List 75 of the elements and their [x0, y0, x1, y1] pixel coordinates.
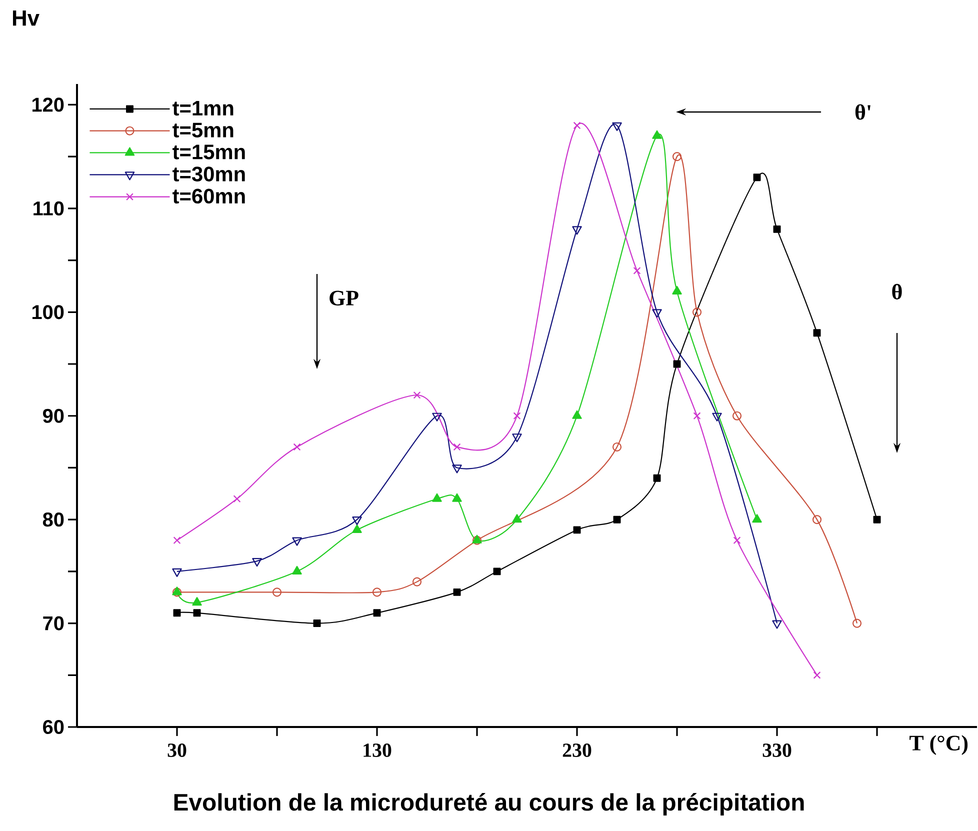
point: [453, 588, 461, 596]
point: [752, 514, 762, 523]
point: [233, 495, 241, 503]
point: [652, 309, 662, 318]
annotation: GP: [330, 290, 358, 306]
point: [192, 597, 202, 606]
point: [173, 536, 181, 544]
x-axis-title: T (°C): [910, 735, 968, 755]
y-tick-label: 120: [32, 98, 64, 112]
point: [252, 558, 262, 567]
x-tick-label: 330: [762, 744, 792, 757]
point: [572, 410, 582, 419]
point: [172, 568, 182, 577]
point: [812, 515, 822, 524]
point: [432, 493, 442, 502]
point: [173, 609, 181, 617]
point: [633, 266, 641, 274]
legend-label: t=5mn: [172, 122, 234, 138]
point: [813, 329, 821, 337]
point: [612, 442, 622, 452]
point: [272, 588, 282, 597]
point: [453, 443, 461, 451]
legend-label: t=30mn: [172, 166, 245, 182]
point: [452, 464, 462, 474]
point: [852, 618, 862, 628]
legend-label: t=1mn: [172, 101, 234, 116]
point: [692, 308, 702, 317]
point: [493, 568, 501, 576]
point: [413, 391, 421, 399]
point: [513, 412, 521, 420]
annotation: θ: [892, 284, 902, 300]
point: [573, 526, 581, 534]
point: [293, 443, 301, 451]
point: [732, 411, 742, 420]
point: [653, 474, 661, 482]
point: [813, 671, 821, 679]
point: [372, 588, 382, 597]
y-tick-label: 110: [34, 201, 64, 216]
y-tick-label: 100: [32, 305, 64, 320]
point: [292, 566, 302, 574]
point: [373, 609, 381, 617]
point: [873, 516, 881, 524]
point: [572, 226, 582, 235]
point: [612, 122, 622, 132]
y-tick-label: 90: [43, 408, 64, 423]
annotation: θ': [855, 104, 870, 120]
point: [772, 620, 782, 629]
point: [193, 609, 201, 617]
point: [432, 412, 442, 422]
point: [512, 434, 522, 442]
y-tick-label: 60: [43, 720, 64, 734]
x-tick-label: 130: [364, 744, 392, 757]
point: [573, 122, 581, 130]
point: [753, 174, 761, 182]
point: [672, 152, 682, 162]
point: [292, 537, 302, 546]
point: [733, 536, 741, 544]
x-tick-label: 30: [168, 744, 186, 757]
point: [452, 493, 462, 502]
point: [352, 524, 362, 533]
point: [313, 620, 321, 628]
point: [773, 225, 781, 233]
point: [412, 577, 422, 586]
point: [693, 412, 701, 420]
y-tick-label: 80: [42, 512, 64, 527]
point: [512, 514, 522, 523]
text: Evolution de la microdureté au cours de la précipitation: [174, 792, 804, 816]
y-axis-title: Hv: [12, 10, 40, 26]
legend-label: t=15mn: [172, 144, 245, 160]
y-tick-label: 70: [43, 616, 64, 630]
point: [352, 516, 362, 526]
x-tick-label: 230: [562, 744, 592, 757]
point: [613, 516, 621, 524]
legend-label: t=60mn: [172, 188, 245, 204]
point: [712, 412, 722, 422]
